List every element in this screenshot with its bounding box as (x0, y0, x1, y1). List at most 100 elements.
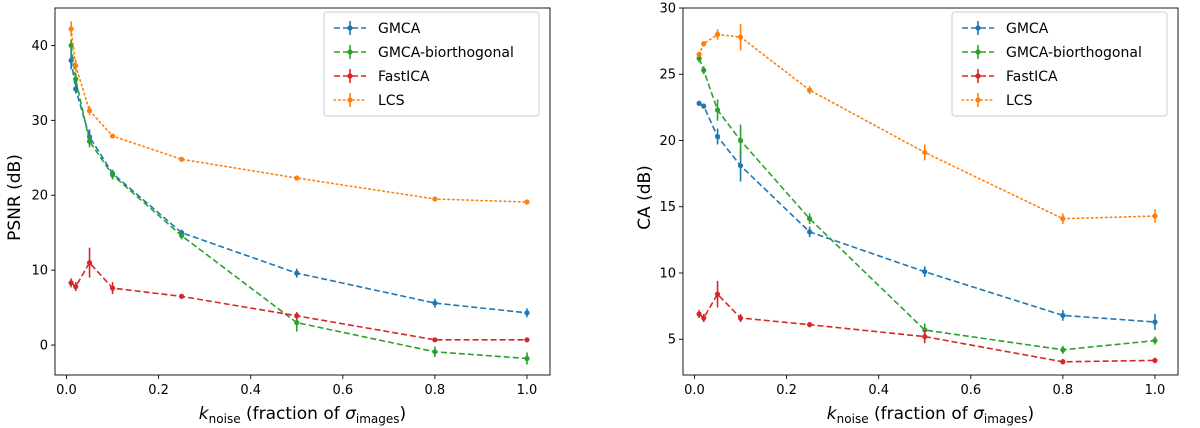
x-tick-label: 0.8 (1053, 383, 1074, 398)
data-point (714, 133, 721, 140)
data-point (73, 284, 79, 290)
legend-marker (975, 97, 981, 103)
legend-item-gmca: GMCA (334, 21, 421, 37)
x-tick-label: 0.8 (425, 383, 446, 398)
data-point (1152, 319, 1158, 325)
series-line-lcs (698, 33, 1156, 220)
y-axis-label: PSNR (dB) (5, 154, 25, 241)
y-tick-label: 30 (659, 2, 676, 17)
legend-box (951, 11, 1168, 117)
legend-label: GMCA-biorthogonal (378, 45, 514, 61)
y-tick-label: 5 (668, 333, 676, 348)
x-tick-label: 0.6 (960, 383, 981, 398)
legend-item-gmca-biorthogonal: GMCA-biorthogonal (962, 45, 1142, 61)
x-tick-label: 1.0 (1145, 383, 1166, 398)
data-point (86, 108, 93, 114)
data-point (696, 55, 702, 61)
data-point (737, 137, 744, 144)
series-fastica (68, 247, 530, 343)
y-axis-label: CA (dB) (635, 165, 655, 230)
data-point (524, 337, 530, 343)
data-point (922, 269, 928, 275)
data-point (696, 100, 702, 106)
y-tick-label: 20 (659, 134, 676, 149)
data-point (714, 31, 721, 38)
legend-marker (975, 49, 981, 55)
legend-label: LCS (378, 93, 405, 109)
series-line-gmca-biorthogonal (698, 58, 1156, 351)
data-point (73, 76, 79, 82)
data-point (73, 63, 79, 69)
data-point (922, 149, 928, 156)
data-point (432, 349, 438, 355)
data-point (524, 199, 530, 205)
data-point (294, 313, 300, 319)
series-gmca (696, 100, 1158, 330)
data-point (432, 300, 438, 306)
series-lcs (68, 21, 530, 205)
series-fastica (696, 280, 1158, 365)
data-point (294, 319, 300, 326)
data-point (701, 41, 707, 47)
legend-item-fastica: FastICA (334, 69, 430, 85)
series-line-fastica (698, 292, 1156, 363)
series-line-gmca (70, 60, 528, 314)
y-tick-label: 10 (31, 264, 48, 279)
data-point (714, 107, 721, 113)
data-point (737, 34, 744, 40)
legend: GMCA GMCA-biorthogonal FastICA LCS (323, 11, 540, 117)
legend-marker (347, 49, 353, 55)
data-point (714, 291, 721, 297)
data-point (807, 229, 813, 235)
x-axis-label: knoise (fraction of σimages) (827, 404, 1034, 426)
data-point (73, 86, 79, 92)
legend-item-gmca-biorthogonal: GMCA-biorthogonal (334, 45, 514, 61)
data-point (294, 270, 300, 276)
data-point (109, 133, 116, 139)
y-tick-label: 20 (31, 189, 48, 204)
data-point (524, 310, 530, 316)
y-tick-label: 30 (31, 114, 48, 129)
data-point (1060, 216, 1066, 222)
legend: GMCA GMCA-biorthogonal FastICA LCS (951, 11, 1168, 117)
legend-item-lcs: LCS (333, 93, 405, 109)
x-tick-label: 0.4 (868, 383, 889, 398)
series-line-gmca-biorthogonal (70, 45, 528, 360)
data-point (179, 233, 185, 239)
series-line-gmca (698, 102, 1156, 323)
data-point (109, 172, 116, 178)
y-tick-label: 0 (40, 339, 48, 354)
legend-label: FastICA (1006, 69, 1058, 85)
series-line-lcs (70, 28, 528, 203)
ca-chart: 0.0 0.2 0.4 0.6 0.8 1.0 5 10 15 20 25 30 CA (dB) knoi… (635, 2, 1179, 426)
x-tick-label: 0.0 (684, 383, 705, 398)
data-point (807, 216, 813, 222)
series-line-fastica (70, 261, 527, 341)
legend-marker (975, 25, 981, 31)
legend-marker (975, 73, 981, 79)
data-point (701, 67, 707, 73)
data-point (524, 355, 530, 362)
x-tick-label: 0.0 (56, 383, 77, 398)
data-point (737, 315, 744, 321)
data-point (1060, 312, 1066, 318)
data-point (1060, 347, 1066, 353)
x-tick-label: 0.2 (148, 383, 169, 398)
x-tick-label: 0.2 (776, 383, 797, 398)
legend-label: LCS (1006, 93, 1033, 109)
data-point (179, 293, 185, 299)
legend-item-fastica: FastICA (962, 69, 1058, 85)
x-tick-label: 1.0 (517, 383, 538, 398)
series-lcs (696, 23, 1158, 224)
data-point (68, 26, 74, 32)
data-point (86, 260, 93, 266)
x-tick-label: 0.6 (332, 383, 353, 398)
data-point (1060, 359, 1066, 365)
legend-item-gmca: GMCA (962, 21, 1049, 37)
data-point (179, 156, 185, 162)
data-point (68, 280, 74, 286)
legend-marker (347, 73, 353, 79)
legend-label: GMCA-biorthogonal (1006, 45, 1142, 61)
data-point (696, 311, 702, 317)
